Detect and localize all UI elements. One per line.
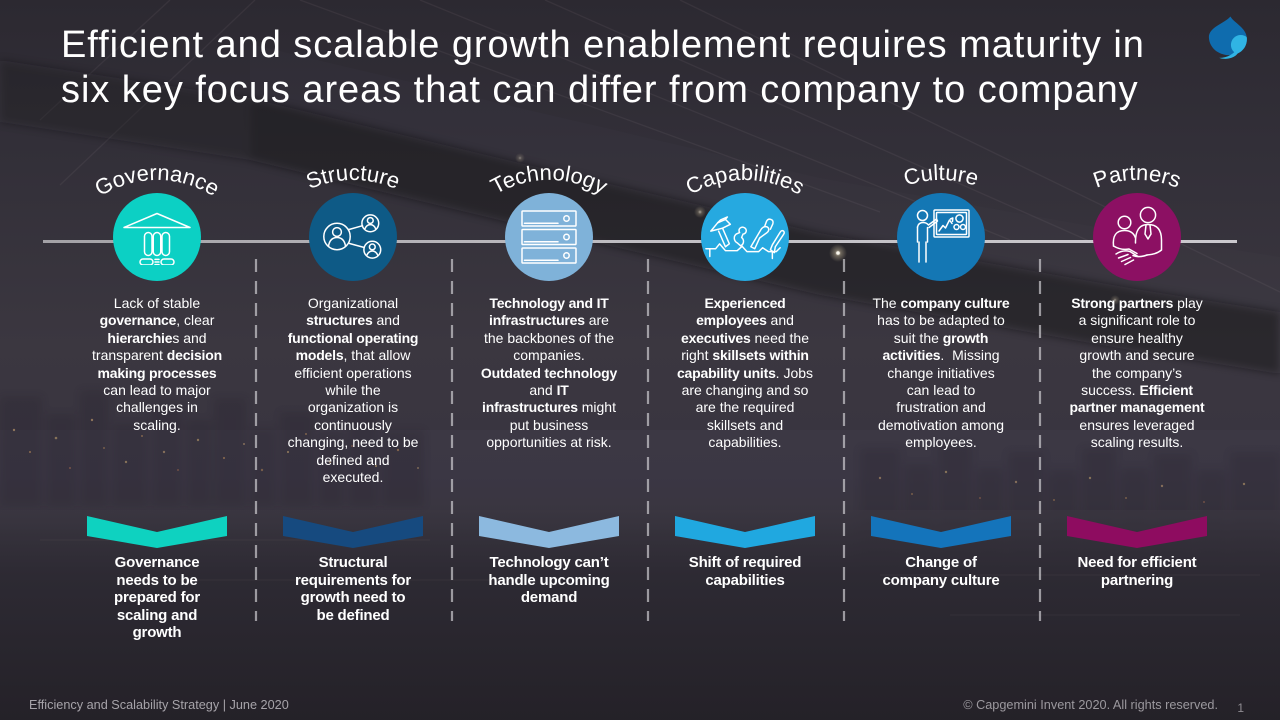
- structure-chevron: [283, 516, 423, 548]
- capabilities-chevron: [675, 516, 815, 548]
- partners-chevron: [1067, 516, 1207, 548]
- governance-circle: [113, 193, 201, 281]
- people-network-icon: [323, 214, 382, 259]
- presenter-board-icon: [916, 209, 970, 263]
- server-stack-icon: [521, 210, 577, 264]
- column-partners: Partners Strong partners play a signific…: [1039, 0, 1235, 720]
- column-structure: Structure Organizational structures and …: [255, 0, 451, 720]
- culture-description: The company culture has to be adapted to…: [872, 295, 1010, 451]
- column-capabilities: Capabilities Experienced employees and e…: [647, 0, 843, 720]
- governance-summary: Governance needs to be prepared for scal…: [114, 554, 200, 641]
- governance-description: Lack of stable governance, clear hierarc…: [92, 295, 222, 433]
- partners-circle: [1093, 193, 1181, 281]
- svg-text:Structure: Structure: [303, 160, 404, 194]
- capabilities-summary: Shift of required capabilities: [688, 554, 802, 589]
- column-label-arch: Partners: [1090, 160, 1185, 193]
- governance-chevron: [87, 516, 227, 548]
- column-label-arch: Technology: [486, 160, 611, 199]
- handshake-icon: [1112, 206, 1163, 266]
- timeline-axis-line: [43, 240, 1237, 243]
- column-label-arch: Capabilities: [682, 160, 809, 200]
- svg-text:Culture: Culture: [901, 160, 982, 191]
- page-number: 1: [1237, 701, 1244, 715]
- slide-title: Efficient and scalable growth enablement…: [61, 24, 1145, 111]
- technology-description: Technology and IT infrastructures are th…: [480, 295, 618, 451]
- svg-text:Partners: Partners: [1090, 160, 1185, 193]
- culture-chevron: [871, 516, 1011, 548]
- culture-circle: [897, 193, 985, 281]
- capabilities-circle: [701, 193, 789, 281]
- structure-circle: [309, 193, 397, 281]
- partners-summary: Need for efficient partnering: [1077, 554, 1197, 589]
- column-governance: Governance Lack of stable governance, cl…: [59, 0, 255, 720]
- capabilities-description: Experienced employees and executives nee…: [676, 295, 814, 451]
- technology-summary: Technology can’t handle upcoming demand: [488, 554, 610, 606]
- bank-icon: [123, 212, 191, 265]
- column-label-arch: Culture: [901, 160, 982, 191]
- tools-icon: [705, 216, 785, 260]
- technology-chevron: [479, 516, 619, 548]
- partners-description: Strong partners play a significant role …: [1069, 295, 1205, 451]
- footer-left-text: Efficiency and Scalability Strategy | Ju…: [29, 698, 289, 712]
- structure-description: Organizational structures and functional…: [287, 295, 419, 486]
- column-technology: Technology Technology and IT infrastruct…: [451, 0, 647, 720]
- footer-copyright-text: © Capgemini Invent 2020. All rights rese…: [963, 698, 1218, 712]
- column-culture: Culture The company culture has to be ad…: [843, 0, 1039, 720]
- culture-summary: Change of company culture: [882, 554, 1000, 589]
- capgemini-logo-icon: [1208, 16, 1247, 59]
- column-label-arch: Structure: [303, 160, 404, 194]
- structure-summary: Structural requirements for growth need …: [295, 554, 411, 624]
- technology-circle: [505, 193, 593, 281]
